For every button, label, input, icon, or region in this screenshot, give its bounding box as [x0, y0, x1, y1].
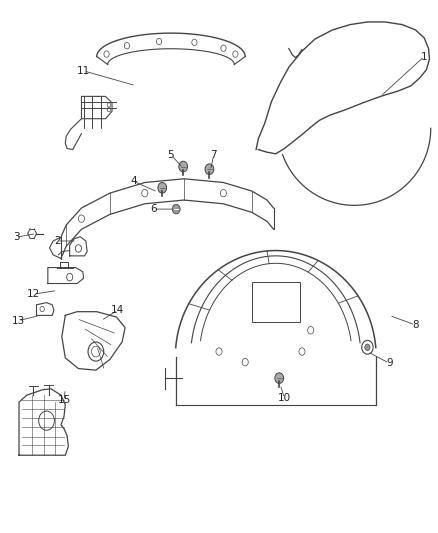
Circle shape [158, 182, 166, 193]
Text: 13: 13 [11, 316, 25, 326]
Bar [252, 282, 300, 322]
Circle shape [205, 164, 214, 174]
Text: 6: 6 [150, 204, 157, 214]
Circle shape [179, 161, 187, 172]
Text: 9: 9 [386, 358, 392, 368]
Text: 3: 3 [13, 232, 19, 243]
Text: 4: 4 [131, 176, 137, 187]
Text: 15: 15 [57, 395, 71, 406]
Text: 10: 10 [278, 393, 291, 403]
Text: 12: 12 [27, 289, 40, 299]
Circle shape [365, 344, 370, 351]
Text: 8: 8 [412, 320, 419, 330]
Text: 7: 7 [210, 150, 217, 160]
Text: 11: 11 [77, 66, 90, 76]
Text: 14: 14 [111, 305, 124, 315]
Text: 2: 2 [54, 236, 61, 246]
Circle shape [275, 373, 284, 383]
Circle shape [172, 204, 180, 214]
Text: 1: 1 [421, 52, 427, 61]
Text: 5: 5 [168, 150, 174, 160]
